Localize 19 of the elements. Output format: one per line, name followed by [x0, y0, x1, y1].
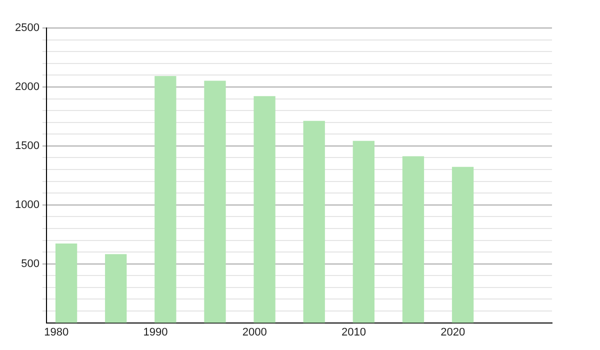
- bar: [105, 254, 127, 323]
- x-tick-label: 1990: [143, 326, 168, 338]
- x-tick-label: 1980: [44, 326, 69, 338]
- y-tick-label: 500: [21, 258, 40, 270]
- y-tick-label: 1500: [14, 140, 40, 152]
- y-tick-label: 2000: [14, 80, 40, 93]
- y-tick-label: 1000: [14, 198, 40, 211]
- y-tick-label: 2500: [14, 22, 40, 34]
- bar: [154, 76, 176, 323]
- bar: [303, 120, 325, 323]
- x-tick-label: 2000: [242, 326, 267, 338]
- bar: [204, 80, 226, 323]
- bar: [254, 96, 276, 323]
- bar: [352, 140, 374, 323]
- x-tick-label: 2010: [342, 326, 366, 338]
- x-tick-label: 2020: [440, 326, 466, 338]
- bar: [402, 156, 424, 323]
- bar: [452, 166, 474, 323]
- bar: [55, 243, 78, 323]
